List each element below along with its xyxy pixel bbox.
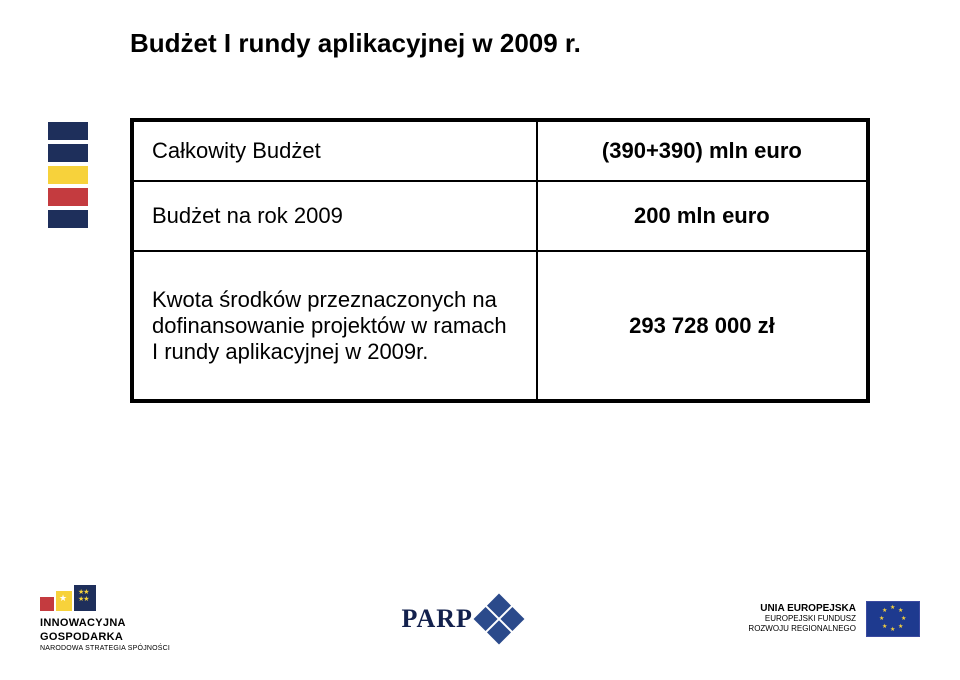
eu-text-block: UNIA EUROPEJSKA EUROPEJSKI FUNDUSZ ROZWO… — [748, 603, 856, 633]
footer: ★ ★★★★ INNOWACYJNA GOSPODARKA NARODOWA S… — [0, 575, 960, 680]
table-cell-value: 200 mln euro — [537, 181, 868, 251]
table-cell-label: Budżet na rok 2009 — [132, 181, 537, 251]
page-title: Budżet I rundy aplikacyjnej w 2009 r. — [130, 28, 581, 59]
table-cell-value: 293 728 000 zł — [537, 251, 868, 401]
parp-text: PARP — [402, 604, 473, 634]
slide: Budżet I rundy aplikacyjnej w 2009 r. Ca… — [0, 0, 960, 680]
logo-parp: PARP — [402, 601, 517, 637]
eu-line3: ROZWOJU REGIONALNEGO — [748, 624, 856, 634]
ig-logo-block: ★ ★★★★ INNOWACYJNA GOSPODARKA NARODOWA S… — [40, 585, 170, 652]
logo-innowacyjna-gospodarka: ★ ★★★★ INNOWACYJNA GOSPODARKA NARODOWA S… — [40, 585, 170, 652]
stripe-navy — [48, 210, 88, 228]
table-cell-label: Całkowity Budżet — [132, 120, 537, 181]
stripe-yellow — [48, 166, 88, 184]
stripe-red — [48, 188, 88, 206]
ig-logo-icon: ★ ★★★★ — [40, 585, 96, 611]
ig-line1: INNOWACYJNA — [40, 617, 126, 629]
logo-eu: UNIA EUROPEJSKA EUROPEJSKI FUNDUSZ ROZWO… — [748, 601, 920, 637]
stripe-navy — [48, 144, 88, 162]
eu-line2: EUROPEJSKI FUNDUSZ — [748, 614, 856, 624]
eu-flag-icon: ★ ★ ★ ★ ★ ★ ★ ★ — [866, 601, 920, 637]
color-stripe-block — [48, 122, 88, 232]
parp-diamond-icon — [473, 593, 524, 644]
stripe-navy — [48, 122, 88, 140]
table-cell-value: (390+390) mln euro — [537, 120, 868, 181]
budget-table: Całkowity Budżet (390+390) mln euro Budż… — [130, 118, 870, 403]
eu-line1: UNIA EUROPEJSKA — [748, 603, 856, 614]
ig-line3: NARODOWA STRATEGIA SPÓJNOŚCI — [40, 645, 170, 652]
ig-line2: GOSPODARKA — [40, 631, 123, 643]
table-cell-label: Kwota środków przeznaczonych na dofinans… — [132, 251, 537, 401]
